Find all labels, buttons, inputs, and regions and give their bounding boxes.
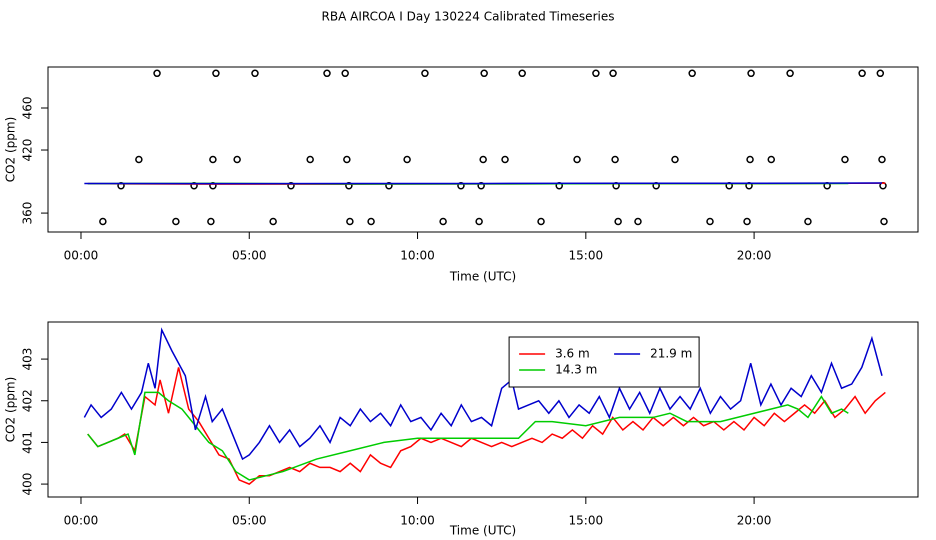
plot-frame <box>47 321 919 498</box>
data-point <box>706 217 714 226</box>
y-tick-label: 403 <box>21 348 35 371</box>
data-point <box>747 69 755 78</box>
data-point <box>480 69 488 78</box>
legend-label: 21.9 m <box>650 347 692 361</box>
data-point <box>153 69 161 78</box>
data-point <box>135 155 143 164</box>
data-point <box>343 155 351 164</box>
data-point <box>518 69 526 78</box>
data-line <box>84 182 882 185</box>
y-axis-label: CO2 (ppm) <box>4 117 18 183</box>
data-point <box>634 217 642 226</box>
plot-frame <box>47 66 919 233</box>
data-point <box>306 155 314 164</box>
data-point <box>746 155 754 164</box>
y-tick-label: 401 <box>21 431 35 454</box>
legend-label: 3.6 m <box>555 347 590 361</box>
data-point <box>207 217 215 226</box>
data-point <box>439 217 447 226</box>
data-point <box>592 69 600 78</box>
data-point <box>117 182 125 190</box>
data-point <box>876 69 885 78</box>
data-point <box>614 217 622 226</box>
data-point <box>609 69 617 78</box>
data-point <box>212 69 220 78</box>
data-point <box>537 217 545 226</box>
data-point <box>251 69 259 78</box>
data-line <box>87 367 886 485</box>
data-point <box>341 69 349 78</box>
x-tick-label: 20:00 <box>737 514 772 528</box>
y-tick-label: 400 <box>21 473 35 496</box>
data-point <box>403 155 411 164</box>
data-point <box>688 69 696 78</box>
x-tick-label: 00:00 <box>64 249 99 263</box>
x-axis-label: Time (UTC) <box>449 270 516 284</box>
x-axis-label: Time (UTC) <box>449 524 516 538</box>
data-point <box>671 155 679 164</box>
y-axis-label: CO2 (ppm) <box>4 377 18 443</box>
data-point <box>172 217 180 226</box>
x-tick-label: 10:00 <box>400 514 435 528</box>
data-point <box>786 69 794 78</box>
data-line <box>83 327 883 461</box>
data-point <box>367 217 375 226</box>
data-point <box>611 155 619 164</box>
data-point <box>475 217 483 226</box>
data-point <box>323 69 331 78</box>
data-point <box>501 155 509 164</box>
data-point <box>841 155 849 164</box>
data-point <box>858 69 866 78</box>
data-point <box>269 217 277 226</box>
y-tick-label: 402 <box>21 389 35 412</box>
legend-label: 14.3 m <box>555 363 597 377</box>
data-point <box>233 155 241 164</box>
x-tick-label: 20:00 <box>737 249 772 263</box>
page-title: RBA AIRCOA I Day 130224 Calibrated Times… <box>322 10 615 24</box>
y-tick-label: 420 <box>21 139 35 162</box>
data-point <box>99 217 107 226</box>
x-tick-label: 05:00 <box>232 249 267 263</box>
x-tick-label: 00:00 <box>64 514 99 528</box>
y-tick-label: 460 <box>21 97 35 120</box>
data-point <box>479 155 487 164</box>
data-point <box>209 155 217 164</box>
data-point <box>767 155 776 164</box>
y-tick-label: 360 <box>21 202 35 225</box>
data-line <box>87 391 849 481</box>
x-tick-label: 10:00 <box>400 249 435 263</box>
data-point <box>743 217 751 226</box>
data-point <box>573 155 581 164</box>
data-point <box>346 217 354 226</box>
data-point <box>804 217 812 226</box>
data-point <box>878 155 886 164</box>
x-tick-label: 15:00 <box>569 514 604 528</box>
data-point <box>421 69 429 78</box>
x-tick-label: 05:00 <box>232 514 267 528</box>
data-point <box>287 182 295 190</box>
legend-box <box>508 336 700 388</box>
x-tick-label: 15:00 <box>569 249 604 263</box>
data-point <box>880 217 888 226</box>
